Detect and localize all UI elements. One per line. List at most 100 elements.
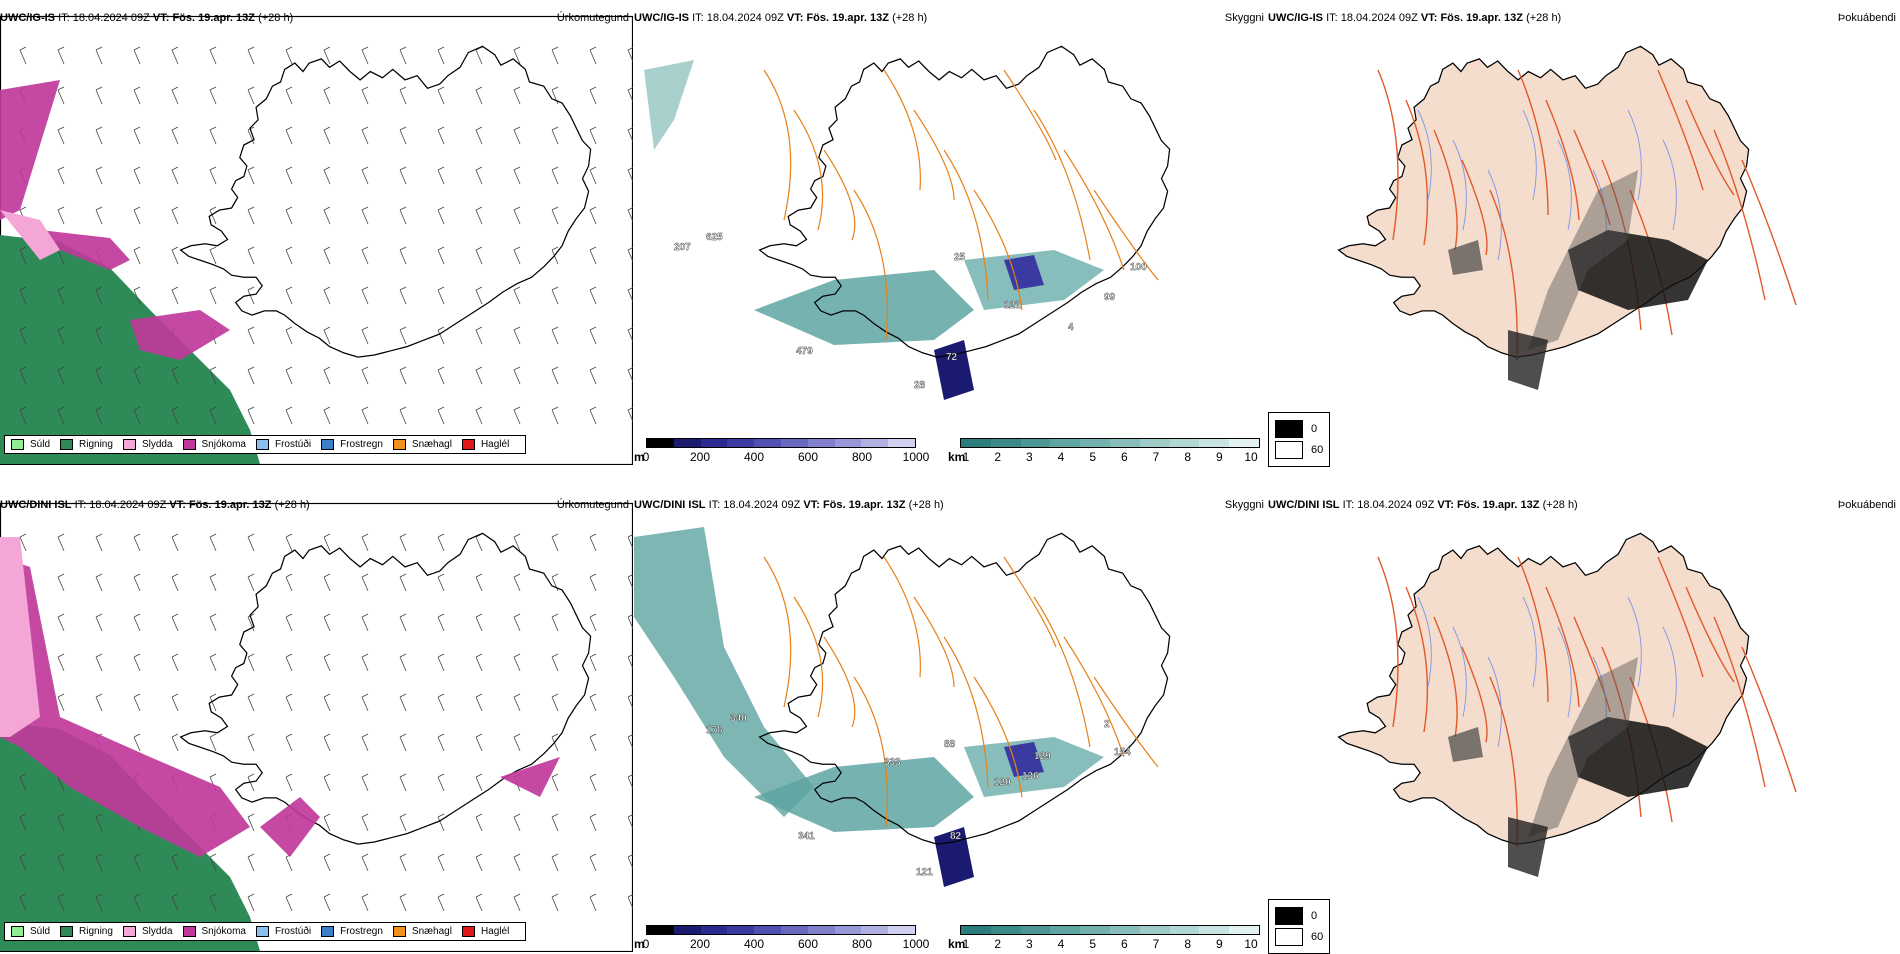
- colorbar-tick: 400: [743, 937, 765, 951]
- ceiling-label: 82: [950, 831, 962, 842]
- legend-item: Rigning: [60, 926, 113, 937]
- ceiling-label: 120: [994, 777, 1011, 788]
- colorbar-tick: 2: [994, 450, 1001, 464]
- precip-type-map: UWC/DINI ISL IT: 18.04.2024 09Z VT: Fös.…: [0, 497, 633, 952]
- fog-map: UWC/DINI ISL IT: 18.04.2024 09Z VT: Fös.…: [1268, 497, 1900, 954]
- legend-item: Haglél: [461, 926, 509, 937]
- fog-map-canvas: [1337, 45, 1797, 390]
- legend-item: Frostregn: [321, 926, 383, 937]
- vt-label: VT:: [786, 12, 804, 24]
- lead-time: (+28 h): [258, 12, 294, 24]
- legend-item: Haglél: [461, 439, 509, 450]
- valid-time: Fös. 19.apr. 13Z: [1440, 12, 1523, 24]
- legend-swatch: [182, 926, 196, 937]
- legend-label: Snjókoma: [201, 439, 246, 450]
- visibility-map-canvas: 340 178 341 82 121 120 88 136 129 333 154 2: [634, 527, 1171, 887]
- ceiling_bar-colorbar: 0 200 400 600 800 1000 m: [634, 438, 929, 464]
- panel-title: Þokuábendi: [1837, 12, 1896, 24]
- fog-map: UWC/IG-IS IT: 18.04.2024 09Z VT: Fös. 19…: [1268, 10, 1900, 467]
- legend-swatch: [122, 926, 136, 937]
- init-time: 18.04.2024 09Z: [89, 499, 167, 511]
- panel-header: UWC/IG-IS IT: 18.04.2024 09Z VT: Fös. 19…: [634, 10, 1268, 26]
- legend-label: Snæhagl: [411, 926, 452, 937]
- panel-header: UWC/DINI ISL IT: 18.04.2024 09Z VT: Fös.…: [0, 497, 633, 513]
- colorbar-tick: 0: [642, 937, 650, 951]
- panel-title: Úrkomutegund: [556, 12, 629, 24]
- ceiling-label: 479: [796, 346, 813, 357]
- colorbar-tick: 600: [797, 450, 819, 464]
- panel-title: Skyggni: [1224, 499, 1264, 511]
- model-name: UWC/IG-IS: [634, 12, 689, 24]
- vt-label: VT:: [1420, 12, 1438, 24]
- it-label: IT:: [58, 12, 70, 24]
- legend-item: Rigning: [60, 439, 113, 450]
- colorbar-tick: 0: [642, 450, 650, 464]
- colorbar-tick: 10: [1244, 937, 1258, 951]
- colorbar-unit: km: [948, 937, 966, 951]
- colorbar-tick: 400: [743, 450, 765, 464]
- legend-label: Frostregn: [340, 439, 383, 450]
- legend-item: Súld: [11, 926, 50, 937]
- legend-swatch: [182, 439, 196, 450]
- legend-swatch: [11, 439, 24, 450]
- precip-type-map: UWC/IG-IS IT: 18.04.2024 09Z VT: Fös. 19…: [0, 10, 633, 465]
- panel-header: UWC/DINI ISL IT: 18.04.2024 09Z VT: Fös.…: [634, 497, 1268, 513]
- it-label: IT:: [1326, 12, 1338, 24]
- lead-time: (+28 h): [274, 499, 310, 511]
- visibility-map-canvas: 625 207 479 72 28 121 25 100 99 4: [644, 45, 1171, 400]
- legend-swatch: [255, 439, 269, 450]
- legend-label: Frostúði: [274, 439, 312, 450]
- visibility-map: 340 178 341 82 121 120 88 136 129 333 154 2 UWC/DIN…: [634, 497, 1268, 952]
- fog-legend-label: 0: [1311, 423, 1318, 435]
- legend-item: Snæhagl: [392, 439, 452, 450]
- colorbar-tick: 800: [851, 450, 873, 464]
- fog-legend-swatch: [1275, 420, 1303, 438]
- ceiling-label: 99: [1104, 292, 1116, 303]
- colorbar-tick: 5: [1089, 937, 1096, 951]
- colorbar-tick: 4: [1057, 450, 1065, 464]
- colorbar-tick: 1: [962, 450, 970, 464]
- fog-legend-label: 60: [1311, 931, 1324, 943]
- fog-legend-item: 0: [1275, 420, 1323, 438]
- ceiling-label: 72: [946, 352, 958, 363]
- legend-label: Frostúði: [274, 926, 312, 937]
- legend-item: Slydda: [122, 439, 173, 450]
- colorbar-tick: 3: [1025, 450, 1033, 464]
- it-label: IT:: [1342, 499, 1355, 511]
- ceiling-label: 341: [798, 831, 815, 842]
- legend-label: Snæhagl: [411, 439, 452, 450]
- legend-item: Súld: [11, 439, 50, 450]
- init-time: 18.04.2024 09Z: [706, 12, 784, 24]
- valid-time: Fös. 19.apr. 13Z: [1456, 499, 1540, 511]
- colorbar-tick: 10: [1244, 450, 1258, 464]
- visibility_bar-colorbar: 1 2 3 4 5 6 7 8 9 10 km: [948, 438, 1260, 464]
- colorbar-tick: 200: [689, 450, 711, 464]
- lead-time: (+28 h): [908, 499, 944, 511]
- vt-label: VT:: [803, 499, 820, 511]
- panel-title: Skyggni: [1224, 12, 1264, 24]
- ceiling-label: 4: [1068, 322, 1074, 333]
- ceiling-label: 121: [1004, 300, 1021, 311]
- colorbar-tick: 3: [1025, 937, 1033, 951]
- init-time: 18.04.2024 09Z: [1340, 12, 1418, 24]
- vt-label: VT:: [152, 12, 170, 24]
- valid-time: Fös. 19.apr. 13Z: [822, 499, 906, 511]
- colorbar-tick: 5: [1089, 450, 1096, 464]
- legend-swatch: [461, 926, 475, 937]
- init-time: 18.04.2024 09Z: [723, 499, 801, 511]
- it-label: IT:: [692, 12, 704, 24]
- colorbar-tick: 7: [1152, 450, 1160, 464]
- precip-legend: Súld Rigning Slydda Snjókoma Frostúði Frostre…: [4, 435, 527, 454]
- panel-header: UWC/DINI ISL IT: 18.04.2024 09Z VT: Fös.…: [1268, 497, 1900, 513]
- lead-time: (+28 h): [1526, 12, 1562, 24]
- colorbar-tick: 9: [1215, 450, 1223, 464]
- ceiling-label: 207: [674, 242, 691, 253]
- vt-label: VT:: [1437, 499, 1454, 511]
- model-name: UWC/IG-IS: [1268, 12, 1323, 24]
- legend-item: Frostúði: [255, 439, 312, 450]
- lead-time: (+28 h): [1542, 499, 1578, 511]
- fog-legend: 0 60: [1268, 899, 1331, 954]
- precip-map-canvas: [0, 502, 633, 952]
- precip-legend: Súld Rigning Slydda Snjókoma Frostúði Frostre…: [4, 922, 527, 941]
- colorbar-tick: 4: [1057, 937, 1065, 951]
